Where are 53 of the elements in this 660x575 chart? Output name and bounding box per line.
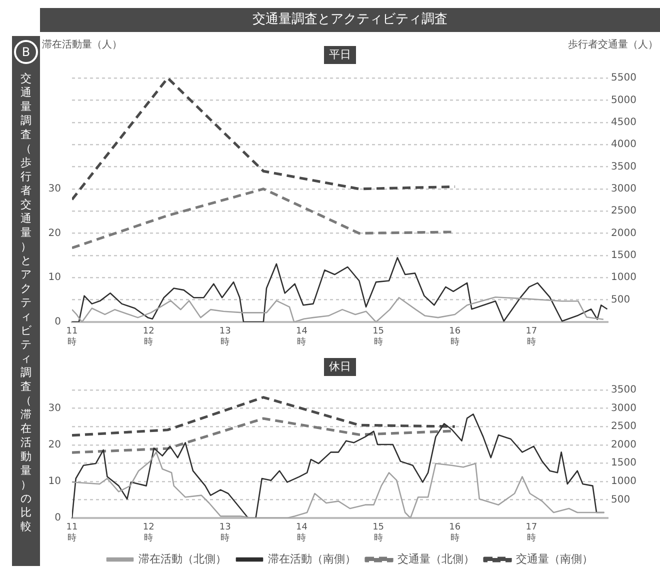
y2-tick-label: 1500 (611, 250, 636, 262)
legend-label: 滞在活動（北側） (138, 552, 226, 566)
line-series (72, 396, 456, 437)
x-tick-label: 12 時 (142, 522, 154, 544)
x-tick-label: 17 時 (526, 522, 538, 544)
x-tick-label: 14 時 (296, 326, 308, 348)
y2-tick-label: 3000 (611, 184, 636, 195)
y2-axis-title: 歩行者交通量（人） (568, 38, 658, 51)
y-tick-label: 10 (48, 476, 61, 488)
chart-title: 交通量調査とアクティビティ調査 (40, 8, 660, 32)
y2-tick-label: 1000 (611, 272, 636, 284)
y-tick-label: 10 (48, 272, 61, 284)
y-tick-label: 20 (48, 228, 61, 239)
y-tick-label: 20 (48, 439, 61, 450)
y2-tick-label: 3000 (611, 402, 636, 414)
x-tick-label: 15 時 (372, 326, 384, 348)
y2-tick-label: 3500 (611, 384, 636, 396)
y-axis-title: 滞在活動量（人） (42, 38, 122, 51)
y2-tick-label: 500 (611, 294, 630, 306)
y-tick-label: 30 (48, 184, 61, 195)
chart-subtitle: 休日 (329, 360, 351, 373)
text: B (14, 40, 38, 64)
line-series (72, 78, 456, 201)
y2-tick-label: 5000 (611, 94, 636, 106)
y2-tick-label: 2500 (611, 421, 636, 432)
y2-tick-label: 2500 (611, 206, 636, 217)
y2-tick-label: 5500 (611, 72, 636, 84)
x-tick-label: 17 時 (526, 326, 538, 348)
x-tick-label: 11 時 (66, 522, 78, 544)
y2-tick-label: 500 (611, 494, 630, 506)
x-tick-label: 11 時 (66, 326, 78, 348)
y2-tick-label: 1000 (611, 476, 636, 488)
legend-label: 交通量（北側） (398, 552, 474, 566)
y2-tick-label: 4000 (611, 139, 636, 150)
y-tick-label: 0 (54, 512, 61, 524)
y2-tick-label: 2000 (611, 228, 636, 239)
y2-tick-label: 2000 (611, 439, 636, 450)
chart-subtitle: 平日 (329, 48, 351, 61)
x-tick-label: 14 時 (296, 522, 308, 544)
x-tick-label: 15 時 (372, 522, 384, 544)
x-tick-label: 13 時 (219, 522, 231, 544)
x-tick-label: 13 時 (219, 326, 231, 348)
legend-label: 滞在活動（南側） (268, 552, 356, 566)
y2-tick-label: 4500 (611, 116, 636, 128)
y-tick-label: 0 (54, 316, 61, 328)
y-tick-label: 30 (48, 402, 61, 414)
y2-tick-label: 1500 (611, 458, 636, 469)
y2-tick-label: 3500 (611, 161, 636, 172)
text: 交通量調査（歩行者交通量）とアクティビティ調査（滞在活動量）の比較 (20, 72, 32, 533)
x-tick-label: 16 時 (449, 326, 461, 348)
x-tick-label: 12 時 (142, 326, 154, 348)
x-tick-label: 16 時 (449, 522, 461, 544)
legend-label: 交通量（南側） (516, 552, 593, 566)
